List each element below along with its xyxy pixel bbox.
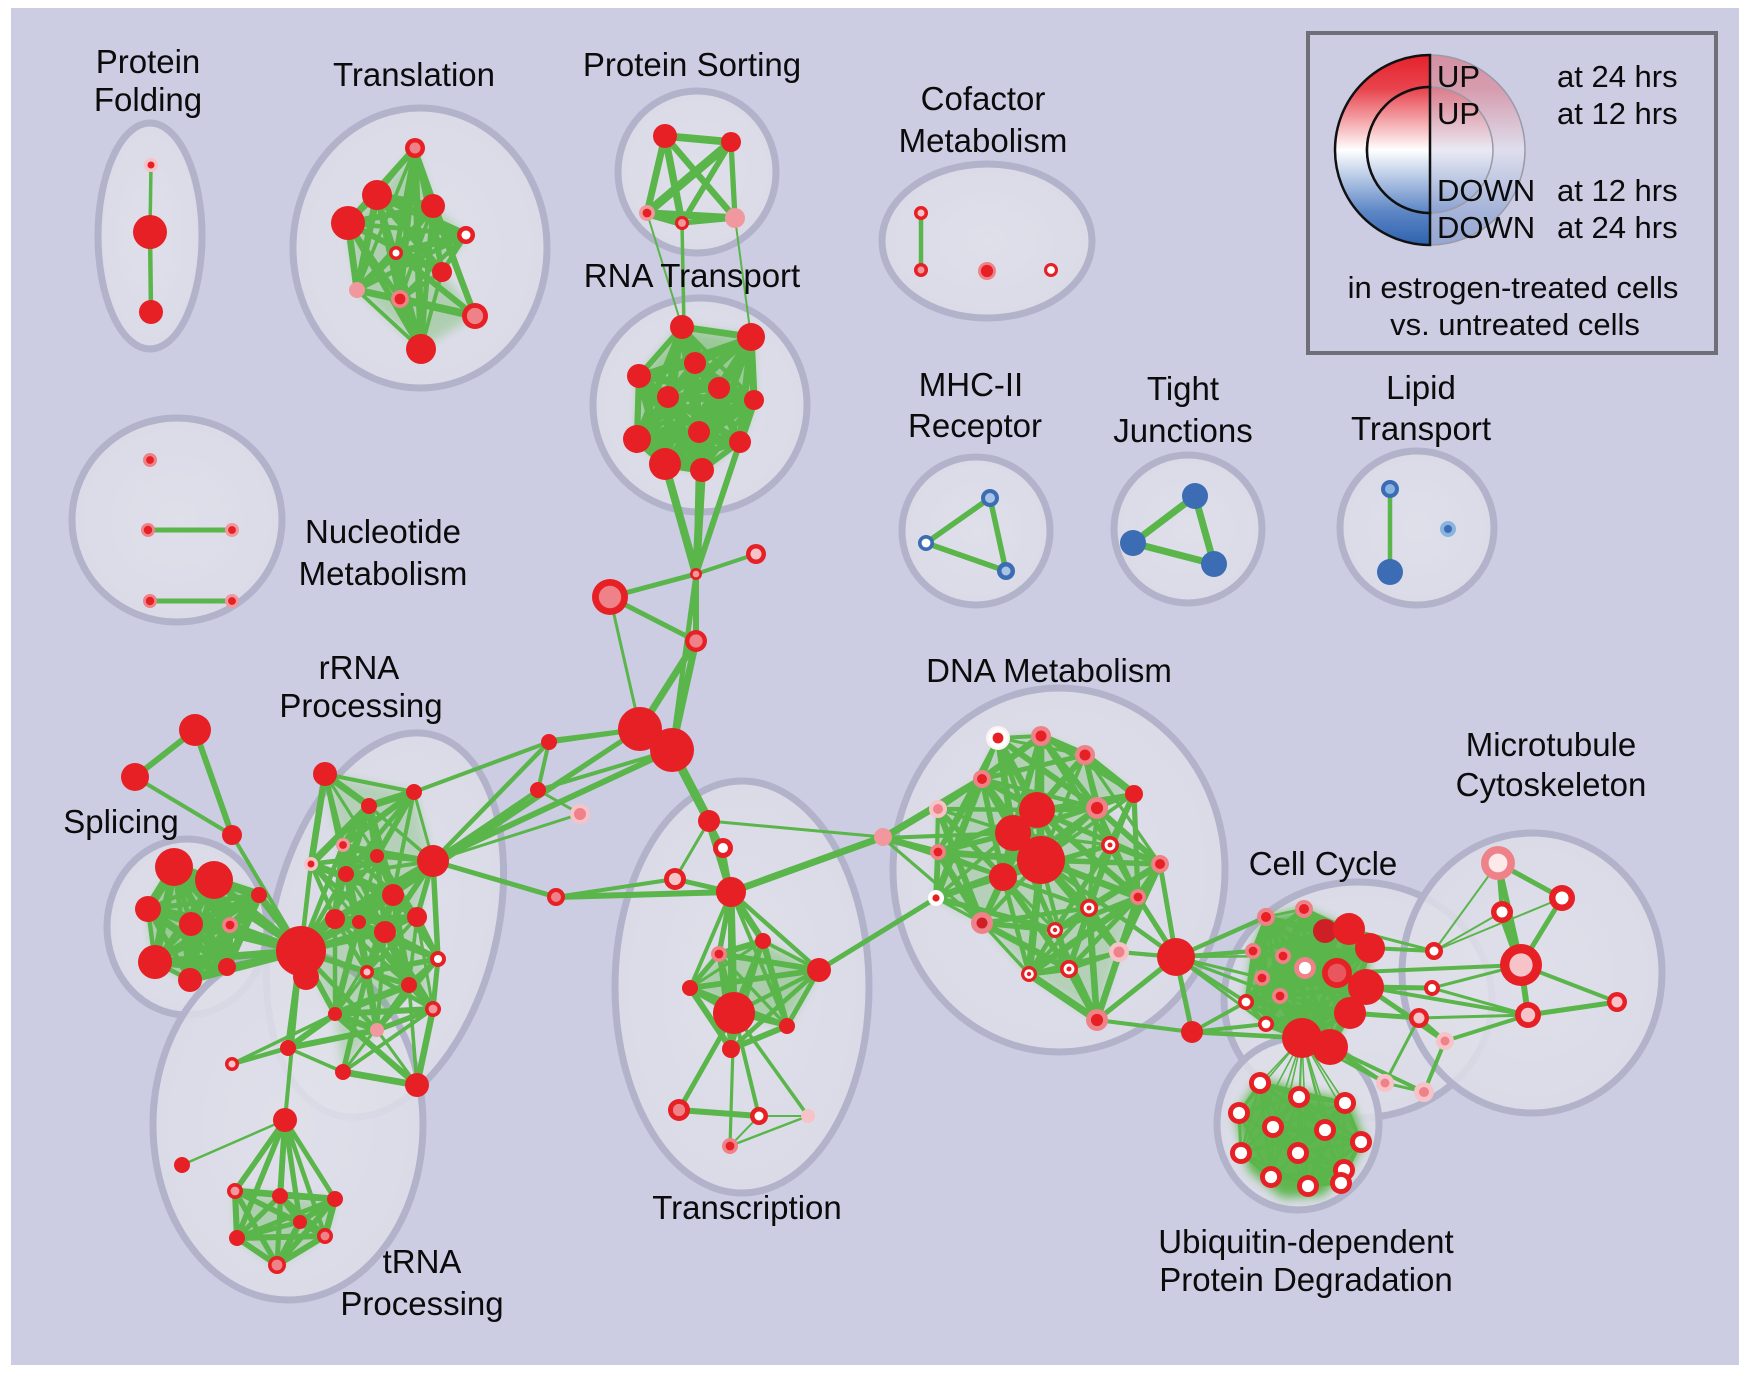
svg-text:DNA Metabolism: DNA Metabolism: [926, 652, 1172, 689]
svg-text:DOWN: DOWN: [1437, 173, 1535, 208]
svg-text:Lipid: Lipid: [1386, 369, 1456, 406]
svg-text:Translation: Translation: [333, 56, 495, 93]
svg-text:Nucleotide: Nucleotide: [305, 513, 461, 550]
svg-text:MHC-II: MHC-II: [919, 366, 1023, 403]
svg-text:Cytoskeleton: Cytoskeleton: [1456, 766, 1647, 803]
svg-text:DOWN: DOWN: [1437, 210, 1535, 245]
svg-text:at 24 hrs: at 24 hrs: [1557, 210, 1678, 245]
svg-text:at 12 hrs: at 12 hrs: [1557, 96, 1678, 131]
svg-text:Cell Cycle: Cell Cycle: [1249, 845, 1398, 882]
svg-text:in estrogen-treated cells: in estrogen-treated cells: [1348, 270, 1679, 305]
svg-text:Protein Sorting: Protein Sorting: [583, 46, 801, 83]
svg-text:at 24 hrs: at 24 hrs: [1557, 59, 1678, 94]
svg-text:Transport: Transport: [1351, 410, 1491, 447]
svg-text:RNA Transport: RNA Transport: [584, 257, 800, 294]
svg-text:Microtubule: Microtubule: [1466, 726, 1637, 763]
svg-text:Folding: Folding: [94, 81, 202, 118]
svg-text:Receptor: Receptor: [908, 407, 1042, 444]
svg-text:at 12 hrs: at 12 hrs: [1557, 173, 1678, 208]
svg-text:Metabolism: Metabolism: [299, 555, 468, 592]
svg-text:Splicing: Splicing: [63, 803, 179, 840]
svg-text:Processing: Processing: [279, 687, 442, 724]
svg-text:Processing: Processing: [340, 1285, 503, 1322]
svg-text:Transcription: Transcription: [652, 1189, 842, 1226]
svg-text:Junctions: Junctions: [1113, 412, 1252, 449]
svg-text:rRNA: rRNA: [319, 649, 400, 686]
svg-text:UP: UP: [1437, 96, 1480, 131]
svg-text:Tight: Tight: [1147, 370, 1219, 407]
svg-text:Cofactor: Cofactor: [921, 80, 1046, 117]
svg-text:vs. untreated cells: vs. untreated cells: [1390, 307, 1640, 342]
svg-text:Protein Degradation: Protein Degradation: [1159, 1261, 1453, 1298]
svg-text:tRNA: tRNA: [383, 1243, 462, 1280]
svg-text:Ubiquitin-dependent: Ubiquitin-dependent: [1158, 1223, 1453, 1260]
svg-text:Metabolism: Metabolism: [899, 122, 1068, 159]
svg-text:Protein: Protein: [96, 43, 201, 80]
svg-text:UP: UP: [1437, 59, 1480, 94]
